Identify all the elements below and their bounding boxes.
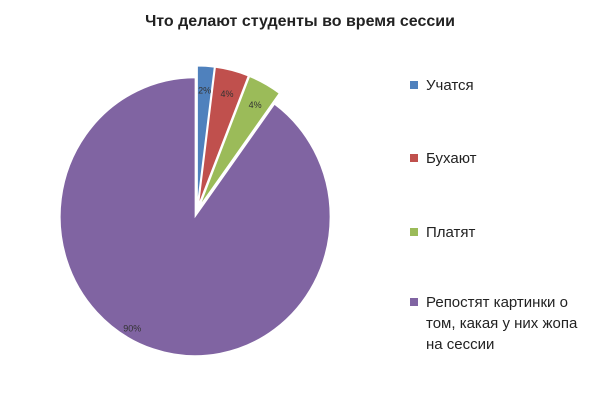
pie-slice [197, 66, 249, 206]
pie-slice [199, 75, 280, 207]
legend-label: Бухают [426, 150, 477, 167]
legend-marker [410, 228, 418, 236]
legend-item: Бухают [410, 148, 590, 169]
chart-title: Что делают студенты во время сессии [145, 13, 455, 30]
legend-marker [410, 298, 418, 306]
pie-slice [196, 65, 215, 206]
legend-marker [410, 81, 418, 89]
legend-item: Платят [410, 222, 590, 243]
legend-label: Учатся [426, 77, 474, 94]
legend-label: Репостят картинки о том, какая у них жоп… [426, 294, 578, 353]
legend-item: Учатся [410, 75, 590, 96]
legend-item: Репостят картинки о том, какая у них жоп… [410, 292, 590, 355]
pie-slice [59, 77, 331, 357]
legend-marker [410, 154, 418, 162]
data-label: 4% [221, 89, 234, 99]
data-label: 90% [123, 323, 141, 333]
data-label: 2% [198, 86, 211, 96]
data-label: 4% [249, 100, 262, 110]
legend-label: Платят [426, 224, 476, 241]
